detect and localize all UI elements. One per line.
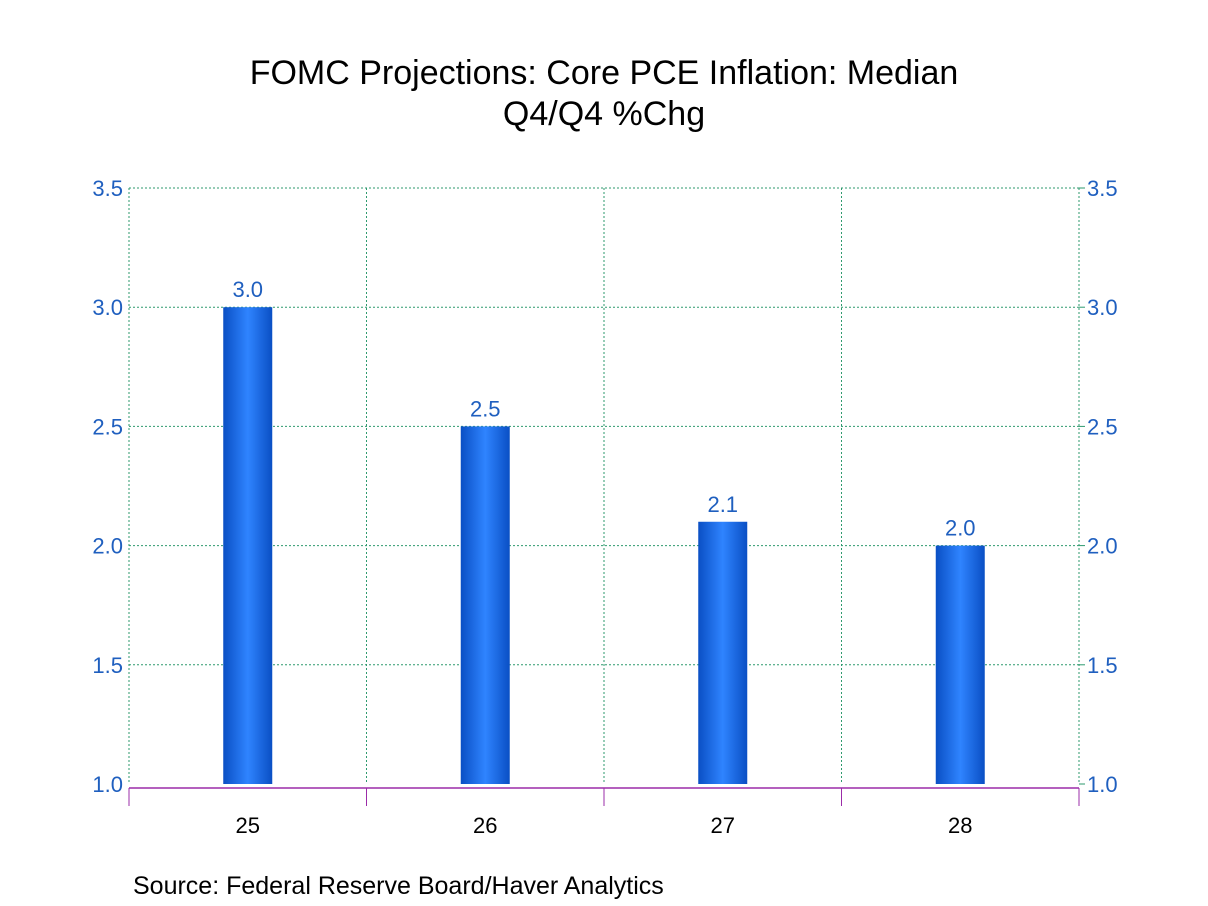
y-tick-label-right: 2.0 (1087, 534, 1118, 559)
bar-value-label: 3.0 (232, 277, 263, 302)
y-tick-label-left: 1.5 (92, 653, 123, 678)
chart-title: FOMC Projections: Core PCE Inflation: Me… (249, 54, 959, 92)
y-tick-label-right: 1.0 (1087, 772, 1118, 797)
x-tick-label: 25 (236, 813, 260, 838)
bar-value-label: 2.5 (470, 396, 501, 421)
y-tick-label-left: 3.0 (92, 295, 123, 320)
y-tick-label-right: 3.0 (1087, 295, 1118, 320)
y-tick-label-right: 1.5 (1087, 653, 1118, 678)
bar (460, 426, 510, 784)
bar (698, 521, 748, 784)
y-tick-label-right: 3.5 (1087, 176, 1118, 201)
y-tick-label-left: 2.5 (92, 414, 123, 439)
x-tick-label: 27 (711, 813, 735, 838)
y-tick-label-right: 2.5 (1087, 414, 1118, 439)
y-tick-label-left: 1.0 (92, 772, 123, 797)
bar (935, 545, 985, 784)
bar-value-label: 2.1 (707, 492, 738, 517)
bar (223, 307, 273, 784)
source-note: Source: Federal Reserve Board/Haver Anal… (133, 872, 664, 900)
x-tick-label: 26 (473, 813, 497, 838)
x-tick-label: 28 (948, 813, 972, 838)
y-tick-label-left: 3.5 (92, 176, 123, 201)
bar-value-label: 2.0 (945, 516, 976, 541)
chart-subtitle: Q4/Q4 %Chg (502, 95, 706, 133)
y-tick-label-left: 2.0 (92, 534, 123, 559)
